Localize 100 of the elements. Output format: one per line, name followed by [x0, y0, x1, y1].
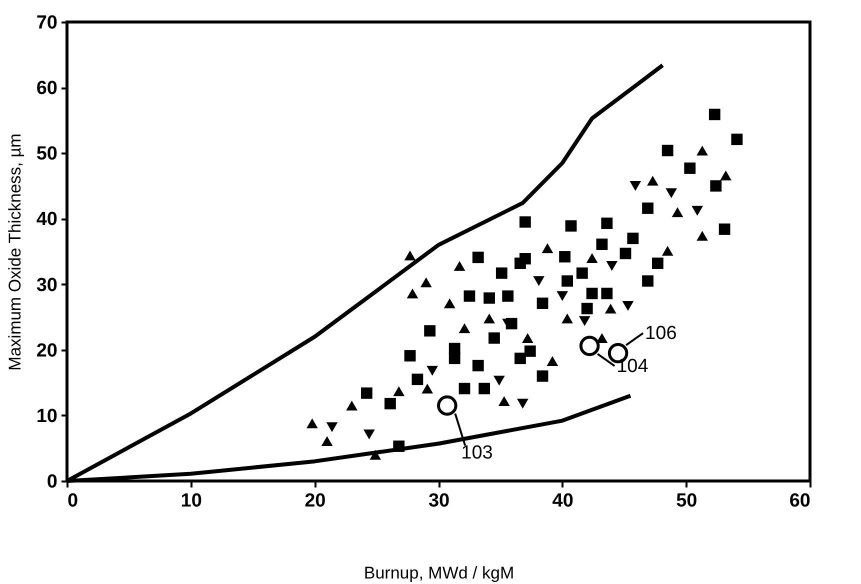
- point: [493, 376, 505, 386]
- point: [696, 146, 708, 156]
- annotation: 103: [461, 442, 493, 464]
- x-tick-label: 10: [180, 490, 202, 512]
- x-tick-label: 30: [428, 490, 450, 512]
- point: [484, 313, 495, 324]
- point: [498, 396, 510, 406]
- point: [604, 304, 616, 314]
- point: [360, 387, 372, 399]
- point: [647, 176, 658, 186]
- y-tick-label: 40: [36, 209, 58, 230]
- point: [692, 206, 704, 216]
- x-tick-label: 20: [304, 490, 326, 512]
- y-tick-label: 10: [36, 406, 58, 427]
- point: [404, 250, 416, 260]
- point: [546, 356, 558, 366]
- x-tick-label: 0: [68, 490, 78, 512]
- point: [426, 366, 438, 376]
- point: [514, 352, 526, 364]
- point: [454, 260, 466, 271]
- point: [708, 108, 720, 120]
- point: [536, 370, 548, 382]
- point: [601, 218, 613, 230]
- point: [581, 302, 593, 314]
- x-tick-label: 60: [789, 490, 810, 512]
- x-tick-label: 40: [552, 490, 574, 512]
- point: [720, 170, 732, 180]
- point: [578, 316, 590, 326]
- point: [420, 277, 432, 288]
- point: [662, 246, 674, 256]
- annotation: 106: [645, 323, 677, 344]
- point: [406, 288, 418, 298]
- y-tick-label: 20: [36, 340, 58, 362]
- point: [363, 430, 375, 440]
- y-tick-label: 0: [46, 472, 58, 492]
- point: [326, 422, 338, 432]
- point: [620, 248, 632, 260]
- point: [652, 258, 664, 270]
- point: [718, 224, 730, 235]
- point: [662, 144, 674, 156]
- point: [437, 395, 458, 416]
- point: [370, 450, 382, 460]
- point: [666, 188, 678, 198]
- point: [579, 336, 600, 356]
- x-axis-title: Burnup, MWd / kgM: [364, 564, 514, 582]
- point: [565, 220, 577, 232]
- point: [562, 313, 573, 324]
- point: [484, 292, 495, 304]
- point: [444, 298, 456, 308]
- point: [472, 252, 484, 264]
- point: [642, 202, 654, 214]
- y-tick-label: 60: [36, 78, 58, 100]
- point: [346, 400, 358, 411]
- point: [472, 360, 484, 372]
- point: [596, 333, 608, 343]
- point: [576, 267, 588, 279]
- point: [533, 276, 545, 286]
- point: [710, 180, 722, 192]
- point: [559, 251, 571, 262]
- point: [642, 275, 654, 287]
- x-tick-label: 50: [676, 490, 698, 512]
- point: [586, 253, 598, 263]
- point: [478, 382, 490, 394]
- point: [519, 216, 531, 228]
- point: [622, 300, 634, 311]
- point: [422, 384, 434, 394]
- point: [522, 333, 534, 343]
- point: [404, 350, 416, 362]
- point: [321, 436, 333, 446]
- point: [514, 258, 526, 270]
- point: [412, 374, 424, 386]
- point: [542, 243, 554, 254]
- y-tick-label: 50: [36, 144, 58, 165]
- point: [596, 238, 608, 250]
- point: [517, 398, 528, 409]
- point: [393, 386, 405, 396]
- point: [384, 398, 396, 410]
- point: [606, 260, 618, 271]
- point: [627, 232, 639, 244]
- point: [586, 288, 598, 300]
- point: [536, 298, 548, 309]
- y-tick-label: 30: [36, 274, 58, 296]
- point: [424, 325, 436, 337]
- y-axis-title: Maximum Oxide Thickness, µm: [5, 133, 24, 371]
- point: [488, 332, 500, 344]
- point: [696, 230, 708, 241]
- point: [502, 290, 514, 302]
- point: [556, 291, 568, 302]
- point: [601, 288, 613, 300]
- point: [496, 267, 508, 279]
- point: [448, 352, 460, 364]
- point: [731, 134, 743, 146]
- point: [393, 440, 405, 452]
- point: [524, 345, 536, 357]
- point: [464, 290, 476, 302]
- point: [684, 162, 696, 174]
- point: [630, 180, 642, 191]
- point: [306, 418, 318, 428]
- point: [562, 275, 573, 287]
- point: [458, 323, 470, 334]
